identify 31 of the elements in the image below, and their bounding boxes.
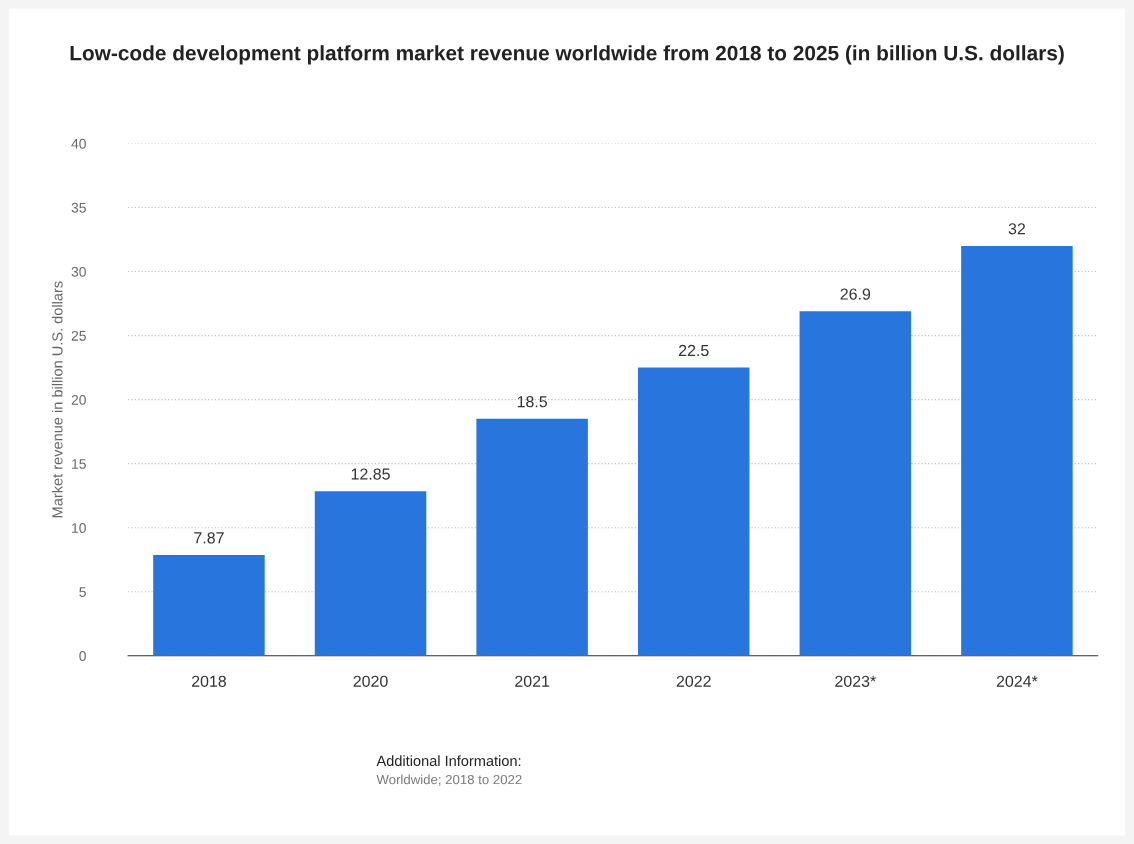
bar (637, 367, 750, 656)
y-tick-label: 40 (71, 138, 86, 149)
y-tick-label: 25 (71, 330, 86, 341)
bar (476, 418, 588, 656)
text: Worldwide; 2018 to 2022 (376, 774, 522, 786)
data-label: 32 (1008, 223, 1025, 235)
y-tick-label: 15 (72, 459, 86, 469)
y-tick-label: 5 (79, 587, 86, 597)
x-tick-label: 2023* (835, 675, 876, 687)
x-tick-label: 2020 (353, 675, 388, 687)
bar (961, 245, 1073, 656)
bar (153, 554, 265, 656)
x-tick-label: 2021 (515, 675, 550, 687)
data-label: 12.85 (351, 468, 390, 480)
y-tick-label: 30 (71, 266, 86, 277)
x-tick-label: 2024* (996, 675, 1038, 687)
y-tick-label: 10 (72, 523, 86, 533)
data-label: 22.5 (678, 344, 709, 357)
bar (799, 311, 912, 656)
y-tick-label: 20 (71, 394, 86, 405)
y-tick-label: 0 (79, 651, 86, 661)
data-label: 18.5 (517, 396, 547, 408)
data-label: 26.9 (840, 288, 871, 300)
x-tick-label: 2018 (191, 675, 227, 687)
data-label: 7.87 (194, 532, 224, 544)
bar (314, 491, 427, 656)
x-tick-label: 2022 (676, 675, 711, 687)
text: Additional Information: (376, 755, 521, 767)
y-tick-label: 35 (71, 202, 86, 213)
chart-title: Low-code development platform market revenue worldwide from 2018 to 2025 (in billion U.S. dollars) (70, 45, 1064, 65)
y-axis-title: Market revenue in billion U.S. dollars (51, 281, 63, 518)
